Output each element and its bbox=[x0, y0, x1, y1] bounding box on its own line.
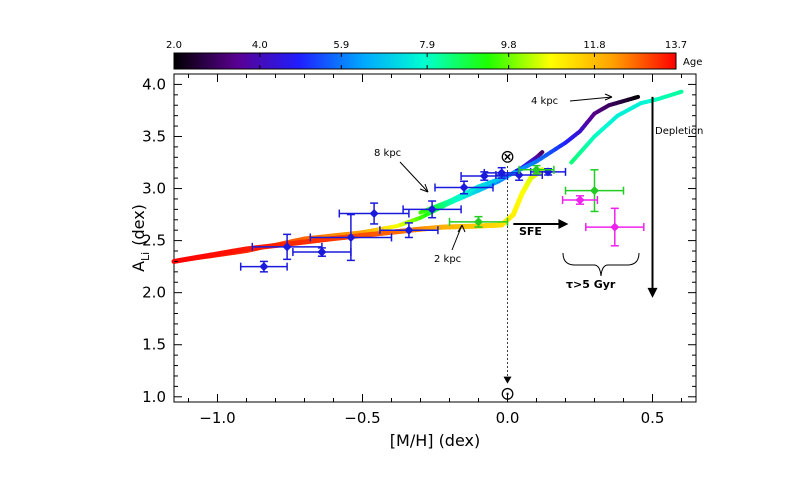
data-point bbox=[585, 207, 645, 247]
point-marker bbox=[317, 247, 327, 257]
colorbar-gradient bbox=[173, 52, 677, 70]
colorbar-tick-label: 11.8 bbox=[583, 40, 605, 51]
track-segment bbox=[675, 89, 684, 95]
point-marker bbox=[404, 225, 414, 235]
solar-arrowhead bbox=[503, 376, 512, 384]
point-marker bbox=[474, 217, 483, 227]
x-axis-label: [M/H] (dex) bbox=[390, 431, 480, 450]
point-marker bbox=[259, 262, 269, 272]
colorbar-tick-label: 4.0 bbox=[252, 40, 268, 51]
point-marker bbox=[282, 242, 292, 252]
track-segment bbox=[633, 94, 640, 100]
data-point bbox=[561, 195, 599, 205]
age-brace bbox=[562, 252, 640, 277]
point-marker bbox=[590, 186, 599, 196]
track bbox=[569, 89, 684, 165]
y-axis-label: ALi (dex) bbox=[129, 204, 152, 272]
meteoritic-symbol: ⊗ bbox=[500, 146, 515, 167]
y-axis-label-unit: (dex) bbox=[129, 204, 148, 246]
track-segment bbox=[539, 150, 545, 155]
depletion-label: Depletion bbox=[655, 126, 703, 137]
colorbar-ticks: 2.0 4.0 5.9 7.9 9.8 11.8 13.7 bbox=[166, 40, 687, 69]
point-marker bbox=[532, 165, 541, 175]
reference-markers: ⊗ ⊙ bbox=[500, 146, 515, 404]
colorbar-tick-label: 7.9 bbox=[419, 40, 435, 51]
label-4kpc: 4 kpc bbox=[531, 96, 558, 107]
colorbar-tick-label: 2.0 bbox=[166, 40, 182, 51]
colorbar-label: Age bbox=[683, 57, 702, 68]
data-points bbox=[239, 164, 645, 273]
point-marker bbox=[346, 232, 356, 242]
pointer-8kpc bbox=[399, 161, 429, 193]
label-8kpc: 8 kpc bbox=[374, 148, 401, 159]
colorbar: 2.0 4.0 5.9 7.9 9.8 11.8 13.7 Age bbox=[166, 40, 702, 70]
x-tick-label: 0.0 bbox=[496, 409, 520, 427]
data-point bbox=[483, 166, 520, 179]
x-tick-label: −1.0 bbox=[199, 409, 235, 427]
y-tick-label: 4.0 bbox=[142, 75, 166, 93]
y-tick-label: 2.5 bbox=[142, 232, 166, 250]
depletion-arrowhead bbox=[647, 287, 658, 298]
y-axis-label-symbol: A bbox=[129, 261, 148, 272]
model-tracks bbox=[171, 89, 684, 264]
y-tick-label: 2.0 bbox=[142, 284, 166, 302]
y-tick-label: 1.0 bbox=[142, 388, 166, 406]
pointer-2kpc-head bbox=[457, 224, 466, 233]
data-point bbox=[434, 180, 494, 195]
data-point bbox=[309, 213, 393, 262]
data-point bbox=[239, 260, 288, 273]
pointer-4kpc-head bbox=[604, 93, 613, 101]
data-point bbox=[338, 202, 410, 225]
pointer-2kpc bbox=[451, 224, 463, 251]
point-marker bbox=[575, 195, 585, 205]
data-point bbox=[564, 169, 625, 213]
axes: −1.0 −0.5 0.0 0.5 1.0 1.5 2.0 2.5 3.0 3.5 4.0 bbox=[142, 74, 696, 427]
y-tick-label: 3.5 bbox=[142, 127, 166, 145]
point-marker bbox=[369, 209, 379, 219]
data-point bbox=[518, 164, 555, 175]
data-point bbox=[448, 215, 509, 228]
pointer-4kpc bbox=[569, 96, 613, 102]
plot-frame bbox=[173, 73, 697, 403]
y-tick-label: 3.0 bbox=[142, 180, 166, 198]
point-marker bbox=[610, 222, 620, 232]
data-point bbox=[402, 200, 462, 219]
colorbar-tick-label: 9.8 bbox=[501, 40, 517, 51]
y-axis-label-subscript: Li bbox=[139, 252, 152, 261]
data-point bbox=[251, 233, 323, 261]
track bbox=[172, 150, 545, 264]
colorbar-tick-label: 5.9 bbox=[333, 40, 349, 51]
track bbox=[418, 94, 640, 215]
point-marker bbox=[514, 170, 524, 180]
point-marker bbox=[459, 182, 469, 192]
label-2kpc: 2 kpc bbox=[434, 254, 461, 265]
data-point bbox=[379, 222, 439, 239]
x-tick-label: −0.5 bbox=[344, 409, 380, 427]
y-tick-label: 1.5 bbox=[142, 336, 166, 354]
x-tick-label: 0.5 bbox=[641, 409, 665, 427]
point-marker bbox=[427, 204, 437, 214]
age-brace-label: τ>5 Gyr bbox=[566, 278, 616, 291]
sfe-label: SFE bbox=[519, 225, 542, 238]
annotations: 4 kpc 8 kpc 2 kpc SFE Depletion τ>5 Gyr bbox=[374, 93, 703, 298]
pointer-8kpc-head bbox=[419, 183, 429, 193]
colorbar-tick-label: 13.7 bbox=[665, 40, 687, 51]
sfe-arrowhead bbox=[558, 218, 569, 229]
